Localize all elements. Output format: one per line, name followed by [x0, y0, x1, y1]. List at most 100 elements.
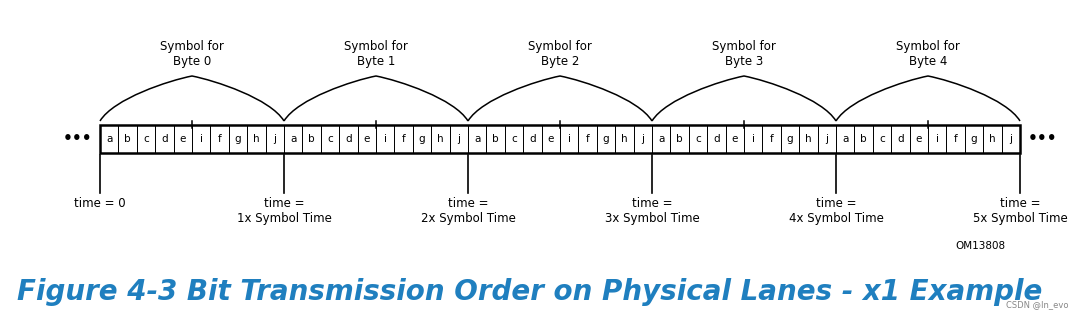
Text: g: g: [235, 134, 241, 144]
Bar: [616, 125, 634, 153]
Bar: [873, 125, 892, 153]
Text: time =
5x Symbol Time: time = 5x Symbol Time: [972, 197, 1067, 225]
Text: c: c: [327, 134, 333, 144]
Text: i: i: [936, 134, 939, 144]
Text: a: a: [290, 134, 296, 144]
Text: b: b: [860, 134, 867, 144]
Text: g: g: [787, 134, 793, 144]
Bar: [799, 125, 817, 153]
Text: Symbol for
Byte 3: Symbol for Byte 3: [713, 40, 776, 68]
Text: i: i: [751, 134, 755, 144]
Text: d: d: [529, 134, 536, 144]
Bar: [395, 125, 413, 153]
Text: d: d: [161, 134, 168, 144]
Bar: [119, 125, 137, 153]
Text: c: c: [143, 134, 149, 144]
Bar: [265, 125, 284, 153]
Text: e: e: [915, 134, 922, 144]
Text: j: j: [826, 134, 828, 144]
Bar: [744, 125, 762, 153]
Text: Symbol for
Byte 2: Symbol for Byte 2: [528, 40, 592, 68]
Bar: [965, 125, 983, 153]
Text: h: h: [990, 134, 996, 144]
Text: c: c: [880, 134, 885, 144]
Bar: [303, 125, 321, 153]
Text: f: f: [585, 134, 590, 144]
Bar: [671, 125, 689, 153]
Bar: [284, 125, 303, 153]
Text: a: a: [474, 134, 481, 144]
Text: i: i: [199, 134, 203, 144]
Bar: [210, 125, 229, 153]
Text: j: j: [1009, 134, 1012, 144]
Text: b: b: [124, 134, 130, 144]
Text: e: e: [732, 134, 738, 144]
Text: •••: •••: [63, 132, 92, 147]
Text: Symbol for
Byte 4: Symbol for Byte 4: [896, 40, 959, 68]
Text: e: e: [363, 134, 370, 144]
Text: b: b: [308, 134, 315, 144]
Text: i: i: [384, 134, 387, 144]
Text: h: h: [621, 134, 627, 144]
Bar: [634, 125, 652, 153]
Text: d: d: [713, 134, 720, 144]
Bar: [725, 125, 744, 153]
Text: e: e: [180, 134, 186, 144]
Bar: [983, 125, 1001, 153]
Text: CSDN @In_evo: CSDN @In_evo: [1006, 300, 1068, 309]
Text: h: h: [805, 134, 812, 144]
Text: j: j: [274, 134, 276, 144]
Text: a: a: [106, 134, 112, 144]
Bar: [450, 125, 468, 153]
Bar: [413, 125, 431, 153]
Text: time = 0: time = 0: [74, 197, 126, 210]
Bar: [376, 125, 395, 153]
Text: f: f: [770, 134, 774, 144]
Text: j: j: [457, 134, 460, 144]
Text: b: b: [676, 134, 682, 144]
Text: g: g: [418, 134, 426, 144]
Bar: [597, 125, 616, 153]
Text: a: a: [658, 134, 664, 144]
Text: d: d: [345, 134, 351, 144]
Bar: [100, 125, 119, 153]
Text: i: i: [568, 134, 570, 144]
Bar: [579, 125, 597, 153]
Bar: [155, 125, 174, 153]
Bar: [431, 125, 450, 153]
Bar: [541, 125, 559, 153]
Text: c: c: [695, 134, 701, 144]
Bar: [229, 125, 247, 153]
Bar: [689, 125, 707, 153]
Bar: [100, 125, 1020, 153]
Text: j: j: [641, 134, 645, 144]
Text: •••: •••: [1028, 132, 1058, 147]
Text: b: b: [493, 134, 499, 144]
Bar: [707, 125, 725, 153]
Bar: [946, 125, 965, 153]
Bar: [192, 125, 210, 153]
Text: h: h: [437, 134, 444, 144]
Text: d: d: [897, 134, 903, 144]
Bar: [523, 125, 541, 153]
Bar: [780, 125, 799, 153]
Bar: [174, 125, 192, 153]
Bar: [652, 125, 671, 153]
Bar: [486, 125, 505, 153]
Text: Symbol for
Byte 1: Symbol for Byte 1: [344, 40, 407, 68]
Bar: [1001, 125, 1020, 153]
Text: c: c: [511, 134, 516, 144]
Text: time =
1x Symbol Time: time = 1x Symbol Time: [236, 197, 331, 225]
Text: h: h: [253, 134, 260, 144]
Text: Figure 4-3 Bit Transmission Order on Physical Lanes - x1 Example: Figure 4-3 Bit Transmission Order on Phy…: [17, 278, 1042, 306]
Bar: [855, 125, 873, 153]
Bar: [910, 125, 928, 153]
Text: e: e: [548, 134, 554, 144]
Text: f: f: [402, 134, 405, 144]
Text: g: g: [603, 134, 609, 144]
Bar: [505, 125, 523, 153]
Bar: [247, 125, 265, 153]
Bar: [358, 125, 376, 153]
Text: Symbol for
Byte 0: Symbol for Byte 0: [160, 40, 224, 68]
Bar: [340, 125, 358, 153]
